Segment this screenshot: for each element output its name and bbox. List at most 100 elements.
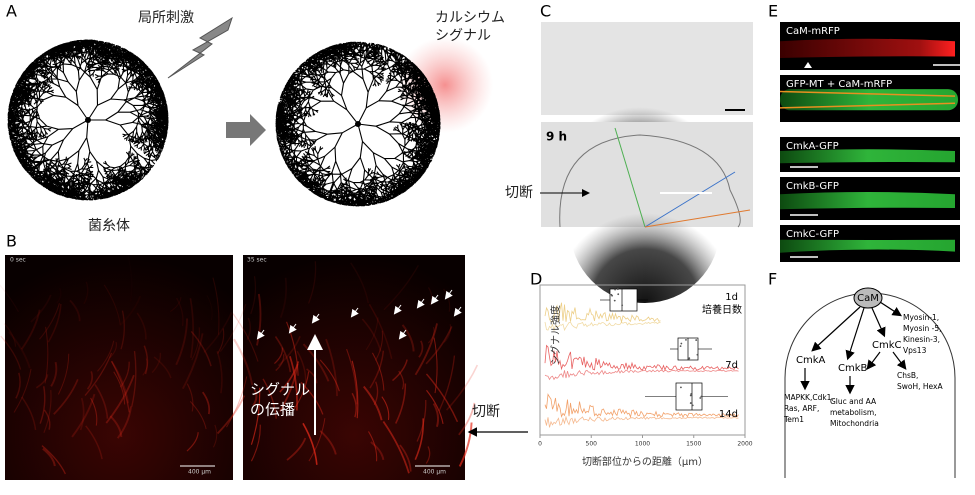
signal-arrow (288, 323, 297, 334)
cam-node (853, 287, 883, 309)
filament (250, 387, 261, 445)
filament (325, 338, 338, 397)
marker-triangle (804, 62, 812, 68)
filament (425, 326, 453, 365)
trace (544, 415, 739, 428)
signal-arrow (350, 307, 359, 318)
filament (458, 402, 476, 436)
point (700, 395, 703, 398)
filament (375, 330, 383, 361)
filament (83, 281, 89, 305)
signal-arrow (256, 329, 265, 340)
point (614, 288, 616, 291)
signal-arrow (416, 298, 425, 309)
micrograph-label: CmkA-GFP (786, 141, 839, 152)
filament (273, 347, 284, 365)
filament (203, 312, 233, 354)
time-label: 35 sec (247, 257, 267, 264)
arrow (866, 351, 881, 370)
micrograph-label: CaM-mRFP (786, 26, 840, 37)
point (691, 404, 694, 407)
trace (544, 393, 739, 419)
filament (113, 371, 126, 405)
filament (432, 403, 440, 428)
hypha (780, 239, 955, 253)
cut-label: 切断 (505, 185, 533, 201)
filament (279, 361, 300, 393)
filament (232, 313, 259, 362)
filament (279, 277, 288, 318)
filament (189, 298, 194, 358)
legend-title: 培養日数 (702, 303, 742, 316)
filament (43, 409, 51, 430)
filament (426, 389, 444, 424)
filament (206, 294, 213, 321)
hypha (780, 192, 955, 210)
filament (425, 446, 431, 464)
filament (94, 384, 109, 419)
point (696, 353, 699, 356)
mycelium-diagram (7, 39, 169, 201)
propagation-label: シグナル (250, 381, 310, 399)
filament (90, 397, 98, 426)
target-label: Kinesin-3, (903, 335, 940, 344)
filament (219, 303, 247, 353)
filament (21, 396, 37, 431)
target-label: Vps13 (903, 346, 927, 355)
filament (382, 421, 410, 474)
filament (250, 424, 261, 462)
filament (212, 277, 220, 335)
filament (105, 374, 135, 424)
filament (381, 396, 390, 420)
filament (226, 376, 248, 428)
series-label: 1d (725, 292, 738, 303)
filament (181, 333, 204, 390)
target-label: SwoH, HexA (897, 382, 943, 391)
filament (43, 390, 52, 434)
filament (39, 386, 46, 424)
direction-line (644, 171, 736, 228)
target-label: Gluc and AA (830, 397, 877, 406)
filament (151, 352, 162, 374)
filament (351, 360, 359, 419)
direction-line (614, 127, 646, 228)
point (621, 304, 624, 307)
signal-arrow (430, 294, 439, 305)
signal-label: シグナル (435, 28, 491, 44)
filament (109, 415, 123, 438)
filament (136, 312, 147, 340)
filament (42, 447, 56, 467)
filament (131, 350, 137, 407)
cmkc-label: CmkC (872, 340, 902, 351)
filament (443, 324, 452, 343)
filament (176, 297, 184, 327)
filament (233, 338, 254, 386)
filament (8, 331, 31, 369)
y-axis-label: シグナル強度 (549, 305, 562, 365)
filament (414, 323, 438, 376)
filament (3, 323, 17, 347)
filament (368, 303, 393, 359)
filament (319, 430, 337, 455)
filament (86, 371, 94, 390)
filament (399, 444, 412, 472)
filament (319, 359, 340, 392)
filament (363, 385, 383, 421)
point (613, 299, 616, 302)
filament (0, 284, 20, 313)
filament (116, 406, 132, 439)
x-tick-label: 1500 (686, 441, 701, 448)
arrow (845, 307, 865, 361)
filament (368, 431, 378, 462)
filament (50, 361, 58, 387)
signal-arrow (398, 329, 407, 340)
filament (97, 340, 115, 372)
filament (277, 336, 301, 367)
filament (191, 327, 200, 361)
stimulus-label: 局所刺激 (138, 9, 194, 26)
filament (186, 383, 194, 412)
filament (433, 337, 438, 394)
hyphae (7, 39, 169, 201)
panel-label: F (768, 270, 777, 289)
filament (302, 343, 330, 382)
